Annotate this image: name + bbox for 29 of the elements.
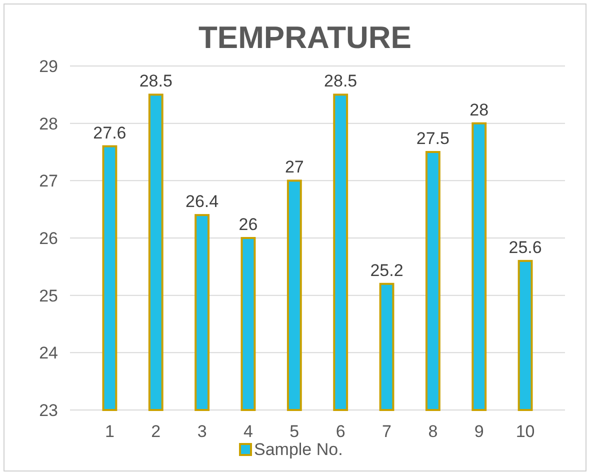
data-label: 27 (284, 158, 304, 177)
data-label: 25.2 (370, 260, 404, 280)
y-tick-label: 26 (39, 228, 58, 248)
x-tick-label: 5 (290, 422, 300, 441)
x-tick-label: 3 (197, 422, 207, 441)
x-tick-label: 6 (336, 422, 346, 441)
y-tick-label: 23 (39, 400, 58, 420)
legend-label: Sample No. (254, 440, 343, 459)
y-tick-label: 24 (39, 344, 58, 363)
x-tick-label: 4 (244, 422, 253, 441)
x-tick-label: 10 (516, 422, 535, 441)
data-label: 25.6 (508, 238, 542, 257)
data-label: 28.5 (324, 72, 358, 91)
x-tick-label: 7 (382, 422, 392, 441)
y-tick-label: 27 (39, 172, 58, 191)
data-label: 28.5 (139, 72, 172, 91)
x-tick-label: 9 (474, 422, 484, 441)
chart-title: TEMPRATURE (198, 20, 412, 55)
y-tick-label: 28 (39, 114, 58, 134)
data-label: 27.5 (416, 129, 450, 148)
y-tick-label: 25 (39, 286, 58, 306)
data-label: 28 (470, 100, 489, 120)
data-label: 27.6 (93, 123, 126, 142)
y-tick-label: 29 (39, 56, 58, 76)
x-tick-label: 8 (428, 422, 438, 441)
x-tick-label: 2 (151, 422, 161, 441)
data-label: 26.4 (186, 192, 219, 212)
data-label: 26 (238, 215, 258, 234)
x-tick-label: 1 (104, 422, 114, 441)
